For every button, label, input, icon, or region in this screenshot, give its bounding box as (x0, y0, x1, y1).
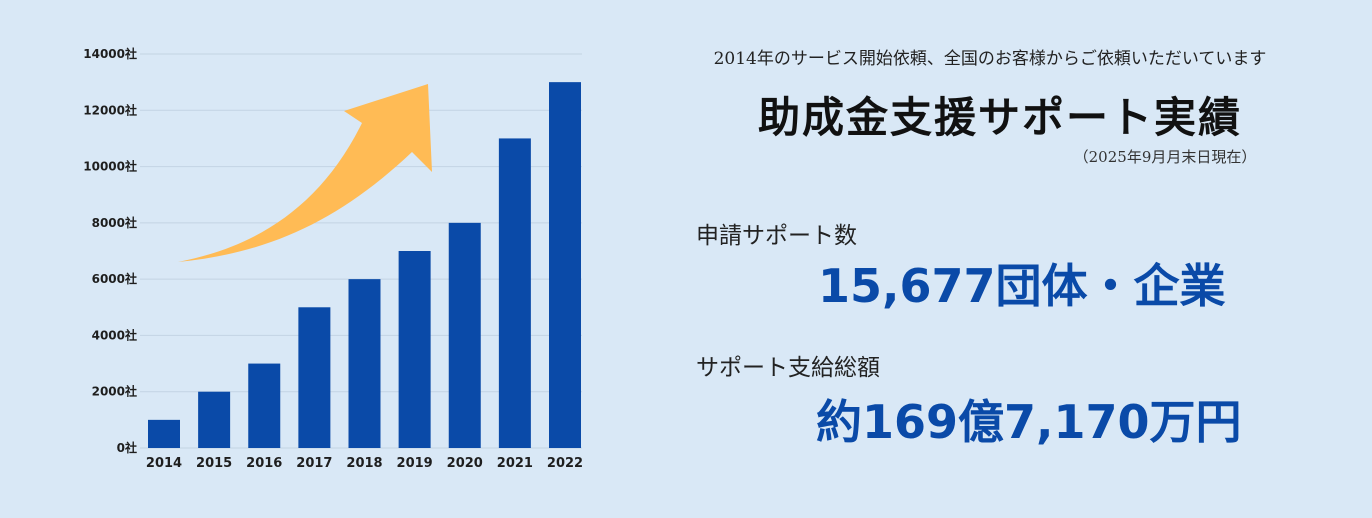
x-tick-label: 2022 (547, 456, 583, 471)
y-tick-label: 0社 (117, 440, 137, 455)
bar-2021 (498, 138, 531, 448)
y-tick-label: 14000社 (83, 46, 137, 61)
bar-2020 (448, 222, 481, 448)
y-tick-label: 4000社 (92, 327, 137, 342)
bar-2015 (198, 391, 231, 448)
bar-2016 (248, 363, 281, 448)
y-tick-label: 6000社 (92, 271, 137, 286)
as-of-date: （2025年9月月末日現在） (1073, 148, 1257, 166)
x-tick-label: 2016 (246, 456, 282, 471)
headline: 助成金支援サポート実績 (757, 93, 1242, 142)
intro-text: 2014年のサービス開始依頼、全国のお客様からご依頼いただいています (713, 49, 1267, 69)
bar-2014 (148, 419, 180, 448)
bar-2018 (348, 279, 381, 448)
bar-2022 (549, 82, 581, 449)
bar-2017 (298, 307, 331, 448)
x-tick-label: 2019 (397, 456, 433, 471)
x-axis-ticks: 2014 2015 2016 2017 2018 2019 2020 2021 2022 (146, 456, 583, 471)
x-tick-label: 2014 (146, 456, 182, 471)
x-tick-label: 2015 (196, 456, 232, 471)
stat-payment-total-label: サポート支給総額 (696, 355, 880, 381)
x-tick-label: 2018 (346, 456, 382, 471)
y-tick-label: 10000社 (83, 159, 137, 174)
bar-2019 (398, 251, 431, 448)
y-tick-label: 12000社 (83, 102, 137, 117)
x-tick-label: 2021 (497, 456, 533, 471)
chart-bars (148, 82, 581, 449)
stat-payment-total-value: 約169億7,170万円 (816, 395, 1242, 449)
y-tick-label: 8000社 (92, 215, 137, 230)
y-axis-ticks: 0社 2000社 4000社 6000社 8000社 10000社 12000社 14000社 (83, 46, 137, 455)
x-tick-label: 2017 (296, 456, 332, 471)
stat-support-count-label: 申請サポート数 (696, 223, 857, 249)
growth-arrow-icon (178, 84, 432, 262)
stat-support-count-value: 15,677団体・企業 (818, 259, 1226, 313)
x-tick-label: 2020 (447, 456, 483, 471)
y-tick-label: 2000社 (92, 384, 137, 399)
bar-chart: 0社 2000社 4000社 6000社 8000社 10000社 12000社 14000社… (83, 46, 583, 471)
